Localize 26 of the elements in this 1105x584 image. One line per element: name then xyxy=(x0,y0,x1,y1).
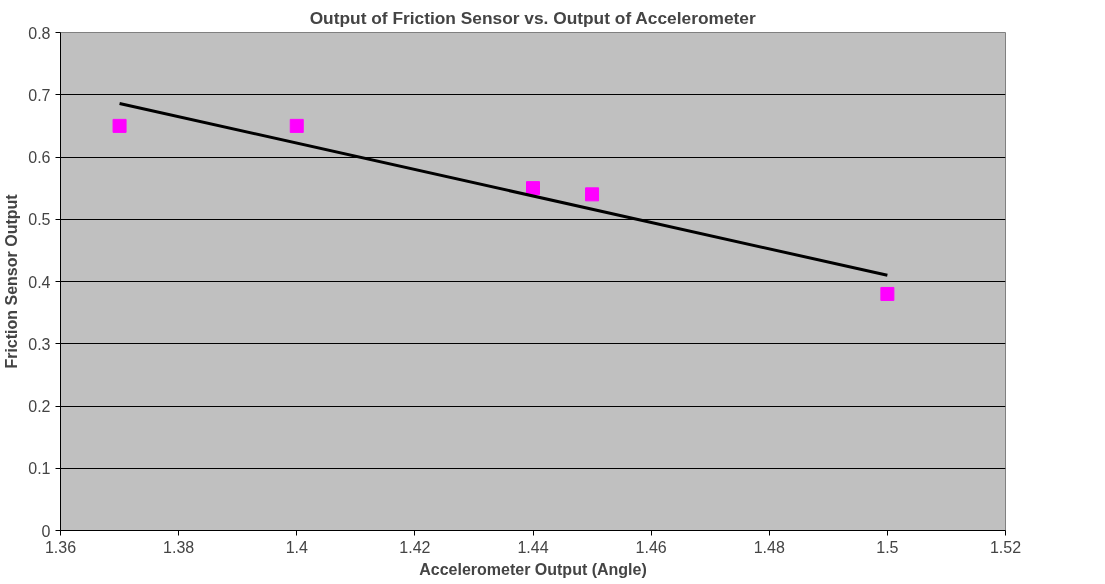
point xyxy=(585,187,600,202)
point xyxy=(112,118,127,133)
y-tick-label: 0.3 xyxy=(28,335,51,353)
x-tick-label: 1.52 xyxy=(989,538,1022,556)
chart-title: Output of Friction Sensor vs. Output of Accelerometer xyxy=(309,7,756,28)
x-tick-label: 1.36 xyxy=(44,538,77,556)
y-tick-label: 0.7 xyxy=(28,86,51,104)
point xyxy=(289,118,304,133)
point xyxy=(526,181,540,196)
y-tick-label: 0 xyxy=(41,522,51,540)
y-axis-title: Friction Sensor Output xyxy=(3,193,21,369)
x-tick-label: 1.44 xyxy=(517,538,549,556)
x-tick-label: 1.5 xyxy=(876,538,899,556)
y-tick-label: 0.4 xyxy=(28,273,51,291)
y-tick-label: 0.8 xyxy=(28,24,51,42)
x-tick-label: 1.48 xyxy=(753,538,785,556)
y-tick-label: 0.5 xyxy=(28,211,51,229)
x-axis-title: Accelerometer Output (Angle) xyxy=(419,560,647,578)
point xyxy=(880,286,895,301)
y-tick-label: 0.2 xyxy=(28,398,51,415)
y-tick-label: 0.1 xyxy=(28,460,51,478)
x-tick-label: 1.4 xyxy=(285,538,308,556)
x-tick-label: 1.46 xyxy=(635,538,667,556)
x-tick-label: 1.42 xyxy=(399,538,431,556)
x-tick-label: 1.38 xyxy=(163,538,195,556)
y-tick-label: 0.6 xyxy=(28,149,51,166)
